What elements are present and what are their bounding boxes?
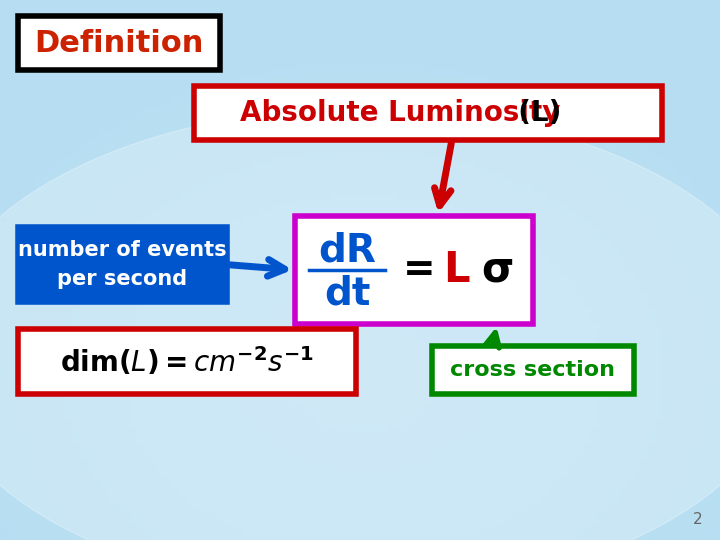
FancyBboxPatch shape [18, 16, 220, 70]
Text: cross section: cross section [450, 360, 616, 380]
FancyBboxPatch shape [18, 329, 356, 394]
Text: (L): (L) [499, 99, 561, 127]
Text: L: L [444, 249, 470, 291]
Text: dt: dt [324, 275, 371, 313]
Text: Definition: Definition [34, 29, 204, 58]
Ellipse shape [0, 108, 720, 540]
FancyBboxPatch shape [432, 346, 634, 394]
Text: =: = [402, 251, 435, 289]
FancyBboxPatch shape [18, 227, 227, 302]
FancyBboxPatch shape [194, 86, 662, 140]
Text: number of events
per second: number of events per second [18, 240, 227, 289]
Text: Absolute Luminosity: Absolute Luminosity [240, 99, 560, 127]
Text: dR: dR [318, 232, 377, 269]
FancyBboxPatch shape [295, 216, 533, 324]
Text: $\mathbf{dim(}\boldsymbol{\mathit{L}}\mathbf{) = \mathit{cm}^{-2}\mathit{s}^{-1}: $\mathbf{dim(}\boldsymbol{\mathit{L}}\ma… [60, 346, 314, 378]
Text: 2: 2 [693, 511, 702, 526]
Text: $\mathbf{\sigma}$: $\mathbf{\sigma}$ [481, 249, 513, 291]
